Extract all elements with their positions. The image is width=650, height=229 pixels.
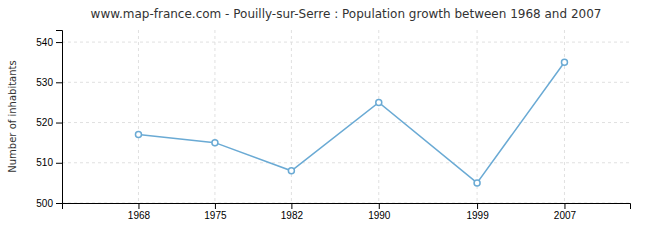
y-tick-label: 540 bbox=[36, 37, 53, 48]
line bbox=[138, 62, 564, 183]
y-tick: 530 bbox=[36, 77, 62, 88]
x-tick-mark bbox=[138, 203, 139, 209]
x-tick-label: 1968 bbox=[128, 210, 151, 221]
x-tick-label: 2007 bbox=[554, 210, 577, 221]
marks bbox=[135, 59, 567, 186]
title: www.map-france.com - Pouilly-sur-Serre :… bbox=[91, 7, 602, 21]
point bbox=[474, 180, 480, 186]
chart-container: 1968 1975 1982 1990 1999 2007 500 510 520 530 540 w… bbox=[0, 0, 650, 229]
grid-line-y bbox=[62, 162, 630, 163]
x-tick-label: 1982 bbox=[281, 210, 304, 221]
x-tick-label: 1999 bbox=[466, 210, 489, 221]
y-tick-mark bbox=[56, 203, 62, 204]
x-tick-mark bbox=[564, 203, 565, 209]
grid-line-x bbox=[477, 30, 478, 203]
grid-line-y bbox=[62, 42, 630, 43]
chart: 1968 1975 1982 1990 1999 2007 500 510 520 530 540 w… bbox=[0, 0, 650, 229]
x-axis: 1968 1975 1982 1990 1999 2007 bbox=[63, 203, 631, 221]
x-axis-line bbox=[63, 204, 631, 210]
y-tick: 500 bbox=[36, 198, 62, 209]
x-tick: 2007 bbox=[554, 203, 577, 221]
x-tick-mark bbox=[477, 203, 478, 209]
y-tick-mark bbox=[56, 123, 62, 124]
grid bbox=[62, 30, 630, 203]
y-tick-mark bbox=[56, 163, 62, 164]
y-tick-label: 520 bbox=[36, 117, 53, 128]
grid-line-x bbox=[214, 30, 215, 203]
y-tick-mark bbox=[56, 82, 62, 83]
x-tick-mark bbox=[215, 203, 216, 209]
x-tick: 1982 bbox=[281, 203, 304, 221]
x-tick-mark bbox=[291, 203, 292, 209]
x-tick: 1975 bbox=[204, 203, 227, 221]
y-axis: 500 510 520 530 540 bbox=[36, 31, 62, 209]
x-tick-label: 1975 bbox=[204, 210, 227, 221]
grid-line-x bbox=[378, 30, 379, 203]
y-tick-mark bbox=[56, 42, 62, 43]
plot: 1968 1975 1982 1990 1999 2007 500 510 520 530 540 bbox=[36, 30, 630, 221]
point bbox=[561, 59, 567, 65]
x-tick: 1990 bbox=[368, 203, 391, 221]
grid-line-y bbox=[62, 82, 630, 83]
y-tick-label: 530 bbox=[36, 77, 53, 88]
x-tick-mark bbox=[379, 203, 380, 209]
y-tick: 540 bbox=[36, 37, 62, 48]
y-tick: 510 bbox=[36, 157, 62, 168]
y-axis-line bbox=[56, 31, 63, 204]
y-axis-label: Number of inhabitants bbox=[7, 60, 18, 172]
point bbox=[212, 140, 218, 146]
x-tick: 1968 bbox=[128, 203, 151, 221]
grid-line-x bbox=[291, 30, 292, 203]
y-tick-label: 510 bbox=[36, 157, 53, 168]
y-tick: 520 bbox=[36, 117, 62, 128]
y-tick-label: 500 bbox=[36, 198, 53, 209]
grid-line-y bbox=[62, 122, 630, 123]
grid-line-x bbox=[564, 30, 565, 203]
point bbox=[376, 99, 382, 105]
x-tick-label: 1990 bbox=[368, 210, 391, 221]
point bbox=[135, 132, 141, 138]
grid-line-x bbox=[138, 30, 139, 203]
x-tick: 1999 bbox=[466, 203, 489, 221]
point bbox=[288, 168, 294, 174]
